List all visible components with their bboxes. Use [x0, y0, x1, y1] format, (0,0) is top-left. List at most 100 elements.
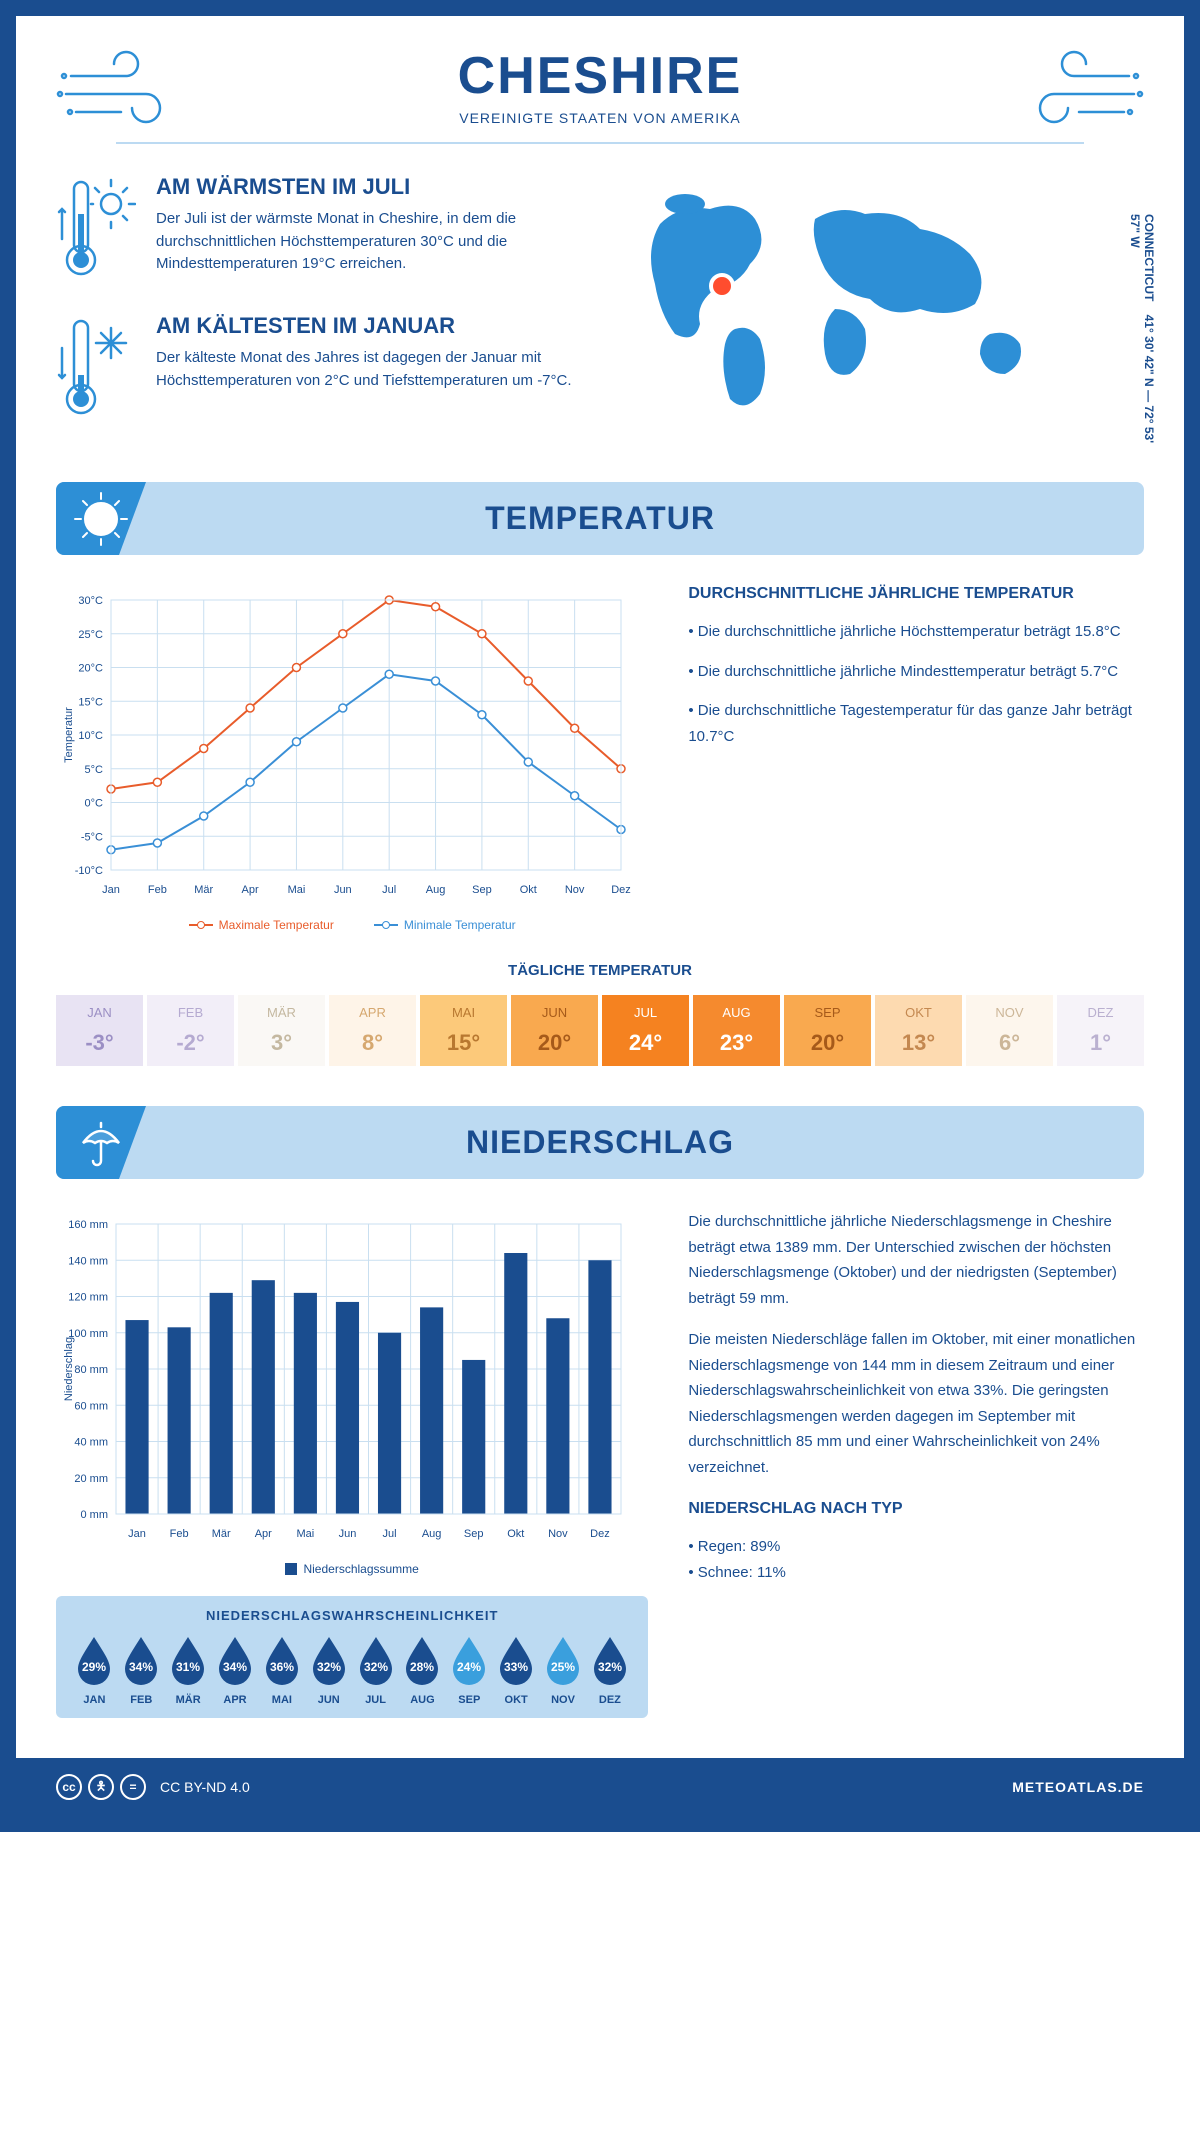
temp-bullet: Die durchschnittliche jährliche Höchstte…	[688, 619, 1144, 645]
svg-text:32%: 32%	[317, 1660, 341, 1674]
precip-type: Schnee: 11%	[688, 1560, 1144, 1586]
svg-text:20°C: 20°C	[78, 663, 103, 675]
svg-text:160 mm: 160 mm	[68, 1219, 108, 1231]
daily-temp-cell: FEB-2°	[147, 995, 234, 1066]
license-text: CC BY-ND 4.0	[160, 1779, 250, 1795]
svg-text:28%: 28%	[410, 1660, 434, 1674]
infographic-frame: CHESHIRE VEREINIGTE STAATEN VON AMERIKA …	[0, 0, 1200, 1832]
thermometer-hot-icon	[56, 174, 136, 284]
prob-drop: 32%JUL	[353, 1633, 398, 1706]
prob-drop: 36%MAI	[259, 1633, 304, 1706]
svg-text:32%: 32%	[598, 1660, 622, 1674]
svg-text:Temperatur: Temperatur	[63, 707, 75, 763]
svg-text:20 mm: 20 mm	[74, 1473, 108, 1485]
prob-drop: 31%MÄR	[166, 1633, 211, 1706]
intro-row: AM WÄRMSTEN IM JULI Der Juli ist der wär…	[56, 174, 1144, 452]
daily-temp-cell: JUL24°	[602, 995, 689, 1066]
wind-icon-right	[1024, 46, 1144, 136]
svg-text:60 mm: 60 mm	[74, 1400, 108, 1412]
warmest-title: AM WÄRMSTEN IM JULI	[156, 174, 580, 200]
svg-text:34%: 34%	[223, 1660, 247, 1674]
site-name: METEOATLAS.DE	[1012, 1779, 1144, 1795]
precip-legend: Niederschlagssumme	[56, 1562, 648, 1576]
svg-text:Dez: Dez	[611, 884, 631, 896]
daily-temp-cell: JAN-3°	[56, 995, 143, 1066]
svg-text:Mai: Mai	[288, 884, 306, 896]
temperature-line-chart: -10°C-5°C0°C5°C10°C15°C20°C25°C30°CJanFe…	[56, 585, 648, 932]
divider	[116, 142, 1084, 144]
svg-text:Jul: Jul	[382, 884, 396, 896]
svg-text:0°C: 0°C	[85, 798, 104, 810]
svg-text:32%: 32%	[364, 1660, 388, 1674]
svg-text:Sep: Sep	[472, 884, 492, 896]
daily-temp-cell: JUN20°	[511, 995, 598, 1066]
svg-text:Aug: Aug	[422, 1528, 442, 1540]
by-icon: 🯅	[88, 1774, 114, 1800]
daily-temp-title: TÄGLICHE TEMPERATUR	[56, 962, 1144, 979]
coordinates: CONNECTICUT 41° 30' 42" N — 72° 53' 57" …	[1128, 214, 1156, 452]
precipitation-probability-box: NIEDERSCHLAGSWAHRSCHEINLICHKEIT 29%JAN34…	[56, 1596, 648, 1718]
svg-text:Okt: Okt	[507, 1528, 524, 1540]
svg-text:Nov: Nov	[548, 1528, 568, 1540]
daily-temp-grid: JAN-3°FEB-2°MÄR3°APR8°MAI15°JUN20°JUL24°…	[56, 995, 1144, 1066]
header: CHESHIRE VEREINIGTE STAATEN VON AMERIKA	[56, 46, 1144, 144]
svg-text:140 mm: 140 mm	[68, 1255, 108, 1267]
svg-text:0 mm: 0 mm	[81, 1509, 109, 1521]
svg-text:36%: 36%	[270, 1660, 294, 1674]
daily-temp-cell: DEZ1°	[1057, 995, 1144, 1066]
svg-text:Apr: Apr	[255, 1528, 272, 1540]
prob-drop: 25%NOV	[541, 1633, 586, 1706]
sun-icon	[71, 489, 131, 549]
svg-text:25%: 25%	[551, 1660, 575, 1674]
prob-drop: 24%SEP	[447, 1633, 492, 1706]
svg-text:-5°C: -5°C	[81, 831, 103, 843]
temp-bullet: Die durchschnittliche Tagestemperatur fü…	[688, 698, 1144, 749]
svg-text:80 mm: 80 mm	[74, 1364, 108, 1376]
page-title: CHESHIRE	[56, 46, 1144, 106]
svg-text:Jan: Jan	[102, 884, 120, 896]
temperature-info: DURCHSCHNITTLICHE JÄHRLICHE TEMPERATUR D…	[688, 585, 1144, 932]
prob-title: NIEDERSCHLAGSWAHRSCHEINLICHKEIT	[72, 1608, 632, 1623]
temp-legend: Maximale Temperatur Minimale Temperatur	[56, 918, 648, 932]
precip-type-title: NIEDERSCHLAG NACH TYP	[688, 1500, 1144, 1518]
svg-text:Mär: Mär	[194, 884, 213, 896]
prob-drop: 34%APR	[213, 1633, 258, 1706]
precip-p1: Die durchschnittliche jährliche Niedersc…	[688, 1209, 1144, 1311]
temp-bullet: Die durchschnittliche jährliche Mindestt…	[688, 659, 1144, 685]
svg-text:Feb: Feb	[170, 1528, 189, 1540]
precipitation-heading: NIEDERSCHLAG	[56, 1124, 1144, 1161]
precipitation-info: Die durchschnittliche jährliche Niedersc…	[688, 1209, 1144, 1718]
svg-text:10°C: 10°C	[78, 730, 103, 742]
svg-text:29%: 29%	[82, 1660, 106, 1674]
svg-text:Feb: Feb	[148, 884, 167, 896]
svg-text:15°C: 15°C	[78, 696, 103, 708]
daily-temp-cell: MÄR3°	[238, 995, 325, 1066]
svg-text:5°C: 5°C	[85, 764, 104, 776]
svg-text:Niederschlag: Niederschlag	[63, 1337, 75, 1401]
coldest-text: Der kälteste Monat des Jahres ist dagege…	[156, 347, 580, 392]
temperature-section-header: TEMPERATUR	[56, 482, 1144, 555]
svg-text:Okt: Okt	[520, 884, 537, 896]
prob-drop: 28%AUG	[400, 1633, 445, 1706]
svg-text:33%: 33%	[504, 1660, 528, 1674]
precip-type: Regen: 89%	[688, 1534, 1144, 1560]
svg-text:30°C: 30°C	[78, 595, 103, 607]
svg-text:Apr: Apr	[242, 884, 259, 896]
svg-text:Jun: Jun	[339, 1528, 357, 1540]
svg-text:Aug: Aug	[426, 884, 446, 896]
svg-text:Mär: Mär	[212, 1528, 231, 1540]
prob-drop: 34%FEB	[119, 1633, 164, 1706]
precipitation-section-header: NIEDERSCHLAG	[56, 1106, 1144, 1179]
wind-icon-left	[56, 46, 176, 136]
svg-text:31%: 31%	[176, 1660, 200, 1674]
prob-drop: 32%DEZ	[587, 1633, 632, 1706]
svg-text:34%: 34%	[129, 1660, 153, 1674]
svg-text:40 mm: 40 mm	[74, 1437, 108, 1449]
footer: cc 🯅 = CC BY-ND 4.0 METEOATLAS.DE	[16, 1758, 1184, 1816]
svg-text:Sep: Sep	[464, 1528, 484, 1540]
license-block: cc 🯅 = CC BY-ND 4.0	[56, 1774, 250, 1800]
svg-text:25°C: 25°C	[78, 629, 103, 641]
page-subtitle: VEREINIGTE STAATEN VON AMERIKA	[56, 110, 1144, 126]
precipitation-bar-chart: 0 mm20 mm40 mm60 mm80 mm100 mm120 mm140 …	[56, 1209, 648, 1576]
daily-temp-cell: SEP20°	[784, 995, 871, 1066]
